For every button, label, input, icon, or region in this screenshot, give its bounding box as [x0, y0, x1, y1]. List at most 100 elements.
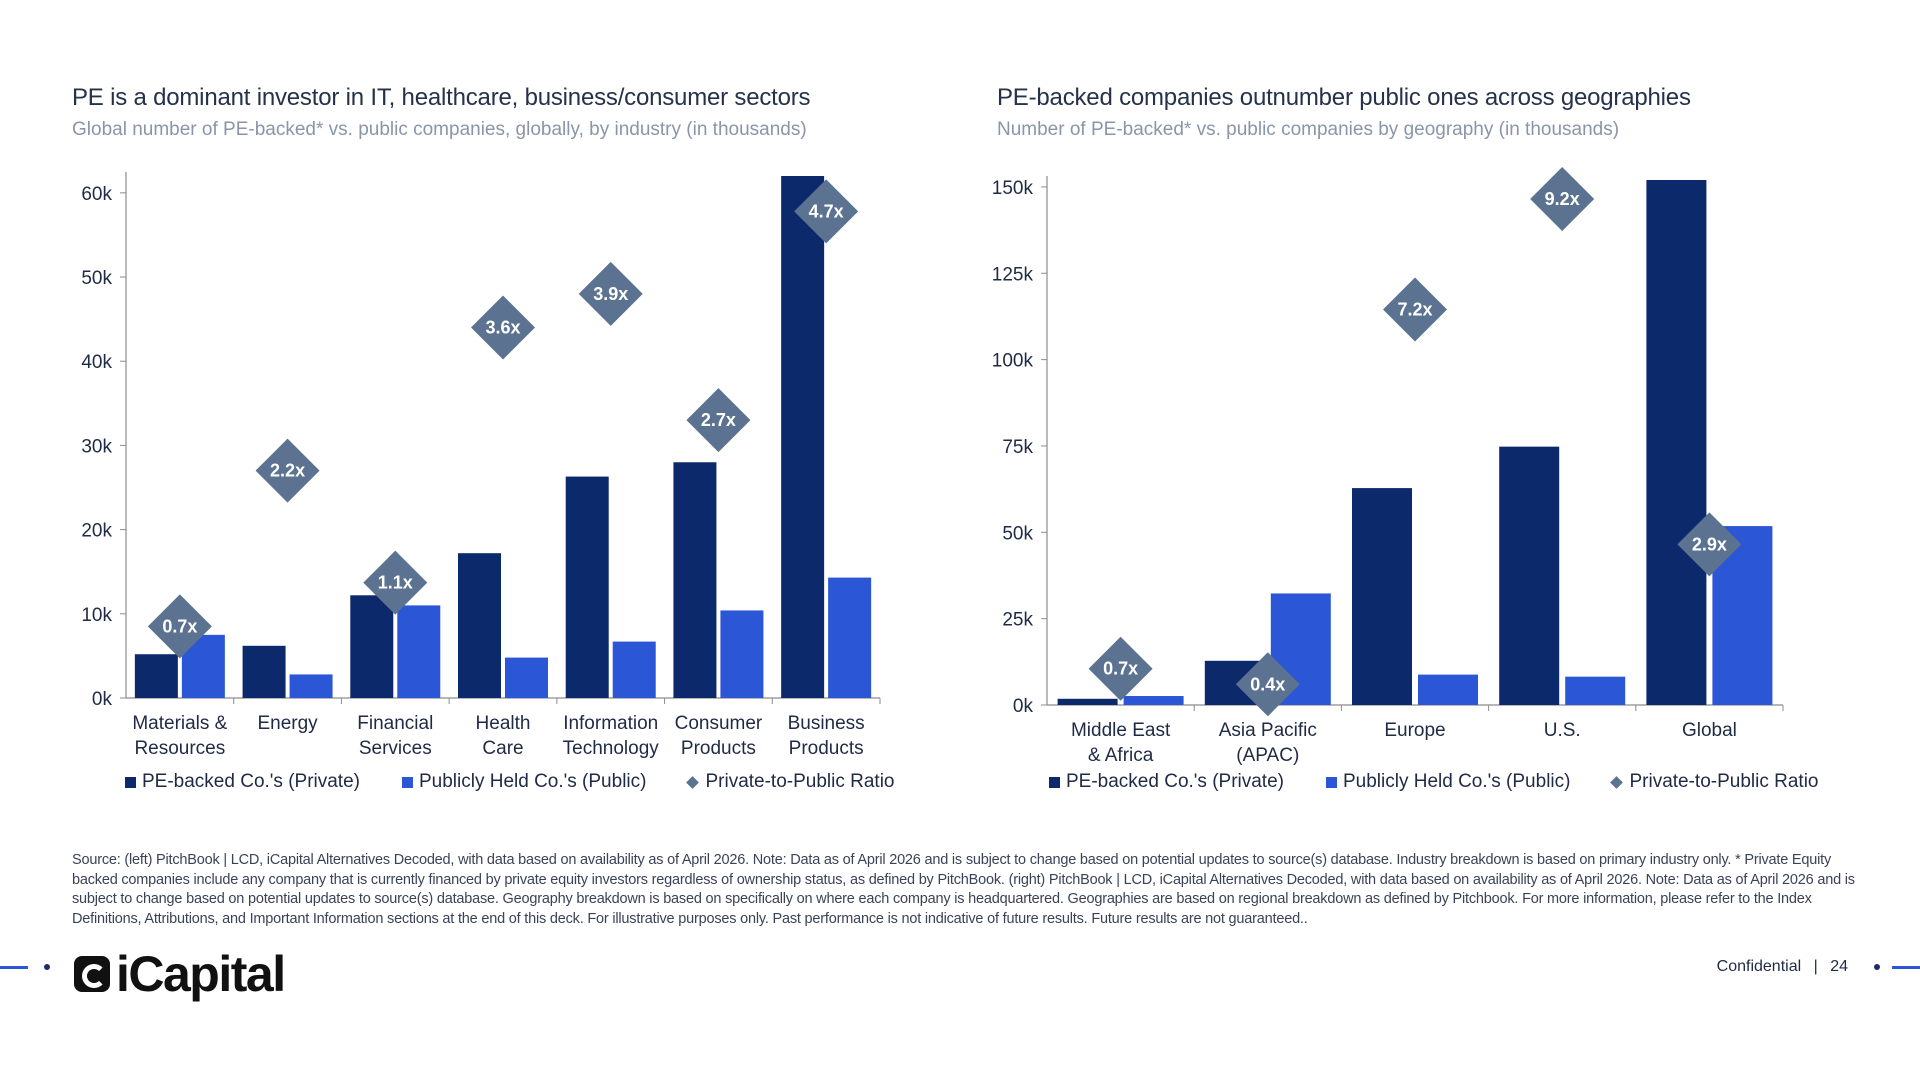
ratio-diamond	[255, 438, 320, 503]
legend-private-swatch	[1049, 776, 1060, 788]
bar-private	[242, 645, 286, 698]
bar-private	[673, 462, 717, 698]
y-tick-label: 100k	[992, 351, 1034, 372]
bar-public	[1123, 696, 1184, 705]
ratio-diamond	[147, 594, 212, 659]
x-category-label: Consumer	[675, 713, 763, 734]
right-chart-subtitle: Number of PE-backed* vs. public companie…	[997, 119, 1620, 140]
x-category-label: Europe	[1384, 720, 1445, 741]
ratio-diamond	[1383, 277, 1447, 342]
bar-public	[828, 577, 872, 698]
legend-public-label: Publicly Held Co.'s (Public)	[1342, 771, 1571, 792]
footer-left-line	[0, 966, 28, 969]
legend-private-label: PE-backed Co.'s (Private)	[142, 771, 360, 792]
ratio-label: 9.2x	[1545, 189, 1580, 209]
bar-public	[505, 657, 548, 698]
bar-public	[397, 605, 441, 698]
y-tick-label: 40k	[81, 352, 112, 373]
y-tick-label: 0k	[92, 689, 113, 710]
ratio-label: 7.2x	[1397, 300, 1432, 320]
legend-public: Publicly Held Co.'s (Public)	[401, 771, 647, 793]
footer-right-dot	[1874, 964, 1880, 970]
legend-ratio-diamond-icon	[1610, 775, 1624, 789]
ratio-label: 3.6x	[485, 318, 520, 338]
bar-private	[1352, 488, 1412, 705]
legend-ratio: Private-to-Public Ratio	[1610, 771, 1819, 793]
x-category-label: Technology	[563, 738, 660, 759]
bar-private	[134, 654, 178, 698]
right-chart-title: PE-backed companies outnumber public one…	[997, 84, 1691, 111]
ratio-label: 0.7x	[1103, 659, 1138, 679]
legend-private-swatch	[125, 776, 136, 788]
icapital-logo: iCapital	[74, 945, 286, 1003]
right-chart-legend: PE-backed Co.'s (Private) Publicly Held …	[1049, 771, 1861, 793]
y-tick-label: 30k	[81, 436, 112, 457]
footer-left-dot	[44, 964, 50, 970]
x-category-label: Care	[482, 738, 523, 759]
ratio-label: 2.2x	[270, 461, 305, 481]
y-tick-label: 60k	[81, 184, 112, 205]
ratio-diamond	[1235, 652, 1300, 717]
ratio-diamond	[686, 388, 751, 453]
left-chart-legend: PE-backed Co.'s (Private) Publicly Held …	[125, 771, 937, 793]
legend-public-label: Publicly Held Co.'s (Public)	[418, 771, 647, 792]
ratio-label: 2.7x	[701, 410, 736, 430]
bar-public	[1565, 676, 1626, 705]
left-chart-title: PE is a dominant investor in IT, healthc…	[72, 84, 811, 111]
icapital-logo-icon	[74, 956, 110, 992]
legend-private-label: PE-backed Co.'s (Private)	[1066, 771, 1284, 792]
page-separator: |	[1813, 958, 1818, 975]
x-category-label: Resources	[134, 738, 225, 759]
page-info: Confidential | 24	[1717, 958, 1848, 976]
left-bar-chart: 0k 10k 20k 30k 40k 50k 60k Materials & Resources…	[81, 172, 881, 759]
x-category-label: Materials &	[132, 713, 227, 734]
ratio-label: 0.7x	[162, 616, 197, 636]
y-tick-label: 20k	[81, 521, 112, 542]
x-category-label: Products	[789, 738, 864, 759]
bar-private	[781, 176, 825, 698]
legend-private: PE-backed Co.'s (Private)	[125, 771, 360, 793]
legend-ratio-label: Private-to-Public Ratio	[1629, 771, 1819, 792]
x-category-label: Products	[681, 738, 756, 759]
ratio-diamond	[1677, 512, 1742, 577]
left-chart-subtitle: Global number of PE-backed* vs. public c…	[72, 119, 807, 140]
x-category-label: Information	[563, 713, 658, 734]
bar-private	[350, 595, 394, 698]
legend-private: PE-backed Co.'s (Private)	[1049, 771, 1284, 793]
bar-private	[1499, 446, 1560, 705]
ratio-diamond	[363, 550, 428, 615]
ratio-diamond	[578, 261, 643, 326]
ratio-label: 0.4x	[1250, 674, 1285, 694]
bar-private	[458, 553, 501, 698]
bar-private	[565, 476, 609, 698]
y-tick-label: 150k	[992, 178, 1034, 199]
ratio-label: 4.7x	[809, 201, 844, 221]
source-footnote: Source: (left) PitchBook | LCD, iCapital…	[72, 852, 1855, 927]
y-tick-label: 125k	[992, 264, 1034, 285]
footer-right-line	[1892, 966, 1920, 969]
legend-public-swatch	[401, 776, 413, 788]
bar-public	[612, 641, 656, 698]
page-number: 24	[1830, 958, 1848, 975]
x-category-label: Asia Pacific	[1219, 720, 1317, 741]
x-category-label: Middle East	[1071, 720, 1171, 741]
legend-public-swatch	[1325, 776, 1337, 788]
y-tick-label: 50k	[1002, 523, 1033, 544]
x-category-label: Financial	[357, 713, 433, 734]
bar-public	[289, 674, 333, 698]
legend-public: Publicly Held Co.'s (Public)	[1325, 771, 1571, 793]
x-category-label: (APAC)	[1236, 745, 1299, 766]
ratio-label: 2.9x	[1692, 534, 1727, 554]
x-category-label: & Africa	[1088, 745, 1154, 766]
icapital-logo-text: iCapital	[116, 946, 286, 1002]
bar-public	[1418, 674, 1478, 705]
y-tick-label: 10k	[81, 605, 112, 626]
y-tick-label: 50k	[81, 268, 112, 289]
confidential-label: Confidential	[1716, 958, 1802, 975]
y-tick-label: 75k	[1002, 437, 1033, 458]
bar-private	[1646, 180, 1707, 705]
x-category-label: U.S.	[1544, 720, 1581, 741]
x-category-label: Energy	[257, 713, 318, 734]
x-category-label: Services	[359, 738, 432, 759]
